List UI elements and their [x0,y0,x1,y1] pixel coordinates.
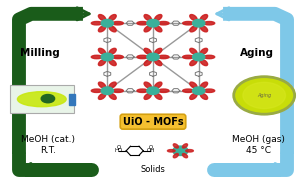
Bar [10,85,74,113]
Ellipse shape [183,55,194,59]
Ellipse shape [182,144,188,148]
Ellipse shape [109,26,116,32]
Ellipse shape [109,82,116,88]
Ellipse shape [186,149,193,152]
Ellipse shape [155,60,162,66]
Ellipse shape [190,15,197,21]
Ellipse shape [112,22,123,25]
Circle shape [173,146,188,156]
Ellipse shape [99,60,106,66]
Ellipse shape [204,22,215,25]
Circle shape [192,53,205,61]
Text: MeOH (gas)
45 °C: MeOH (gas) 45 °C [232,136,285,155]
Ellipse shape [144,15,151,21]
Ellipse shape [190,93,197,99]
Circle shape [192,19,205,27]
Text: Solids: Solids [140,165,166,174]
Ellipse shape [158,55,169,59]
Ellipse shape [190,82,197,88]
Circle shape [101,19,114,27]
Text: HO: HO [115,148,123,153]
Ellipse shape [173,144,178,148]
Ellipse shape [204,89,215,92]
Ellipse shape [91,22,102,25]
Ellipse shape [155,26,162,32]
Ellipse shape [200,82,207,88]
Ellipse shape [144,48,151,54]
Ellipse shape [109,48,116,54]
Circle shape [147,19,159,27]
Ellipse shape [144,82,151,88]
Ellipse shape [183,22,194,25]
Ellipse shape [200,15,207,21]
Ellipse shape [155,93,162,99]
Ellipse shape [173,153,178,158]
Ellipse shape [137,22,148,25]
Ellipse shape [155,48,162,54]
Ellipse shape [91,55,102,59]
Ellipse shape [200,93,207,99]
Text: O: O [148,145,153,149]
Circle shape [234,77,295,114]
Ellipse shape [167,149,175,152]
Ellipse shape [109,15,116,21]
Ellipse shape [99,82,106,88]
Ellipse shape [109,93,116,99]
Ellipse shape [190,60,197,66]
Circle shape [101,87,114,94]
Ellipse shape [155,15,162,21]
Ellipse shape [182,153,188,158]
Ellipse shape [112,89,123,92]
Ellipse shape [99,15,106,21]
Ellipse shape [137,89,148,92]
Text: Milling: Milling [21,48,60,58]
Ellipse shape [200,48,207,54]
Ellipse shape [200,60,207,66]
Ellipse shape [204,55,215,59]
Ellipse shape [190,26,197,32]
Text: MeOH (cat.)
R.T.: MeOH (cat.) R.T. [21,136,75,155]
Circle shape [147,87,159,94]
Ellipse shape [109,60,116,66]
Ellipse shape [91,89,102,92]
Ellipse shape [144,93,151,99]
Text: O: O [117,145,121,149]
Ellipse shape [158,22,169,25]
Text: Aging: Aging [257,93,271,98]
Circle shape [41,94,54,103]
Circle shape [101,53,114,61]
Text: OH: OH [146,148,155,153]
Ellipse shape [99,48,106,54]
Text: Aging: Aging [240,48,274,58]
Ellipse shape [112,55,123,59]
Ellipse shape [17,92,66,107]
Ellipse shape [190,48,197,54]
Text: UiO - MOFs: UiO - MOFs [123,117,183,127]
Circle shape [147,53,159,61]
Ellipse shape [155,82,162,88]
Ellipse shape [200,26,207,32]
Ellipse shape [183,89,194,92]
Ellipse shape [99,93,106,99]
Circle shape [192,87,205,94]
Ellipse shape [158,89,169,92]
Ellipse shape [99,26,106,32]
Ellipse shape [137,55,148,59]
Circle shape [243,82,285,108]
Ellipse shape [144,60,151,66]
Ellipse shape [144,26,151,32]
Bar [69,94,75,105]
